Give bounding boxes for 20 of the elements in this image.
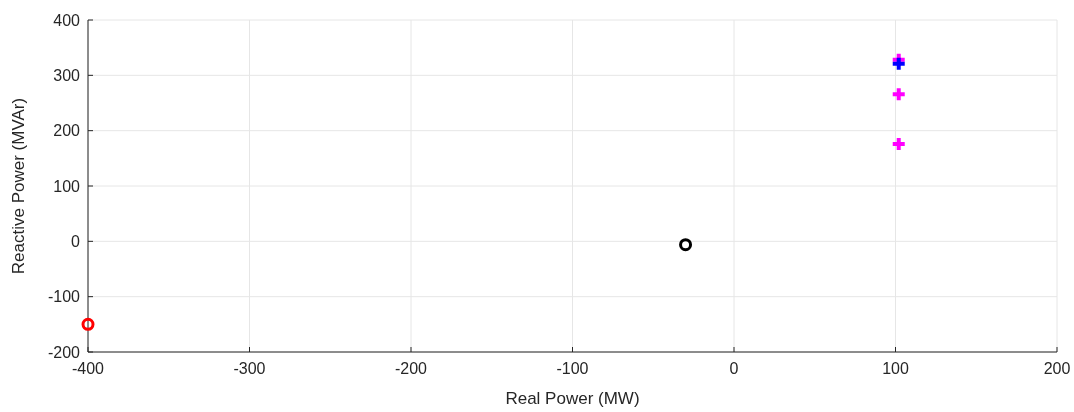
point [890, 86, 907, 103]
y-axis-title: Reactive Power (MVAr) [9, 97, 28, 275]
y-tick-label: 0 [71, 232, 81, 250]
x-tick-label: -200 [394, 360, 428, 377]
point [890, 55, 907, 72]
x-tick-label: -100 [556, 360, 589, 377]
x-tick-label: 100 [882, 360, 909, 377]
y-tick-label: 300 [53, 66, 81, 84]
y-tick-label: 200 [53, 122, 81, 140]
y-tick-label: 100 [53, 177, 81, 195]
x-tick-label: -300 [233, 360, 266, 377]
x-tick-label: 200 [1043, 360, 1071, 377]
y-tick-label: -100 [47, 288, 81, 306]
y-tick-label: 400 [53, 11, 81, 29]
point [679, 238, 693, 252]
x-tick-label: -400 [71, 360, 105, 377]
point [81, 317, 95, 331]
x-tick-label: 0 [729, 360, 739, 377]
y-tick-label: -200 [47, 343, 81, 361]
x-axis-title: Real Power (MW) [505, 389, 640, 408]
